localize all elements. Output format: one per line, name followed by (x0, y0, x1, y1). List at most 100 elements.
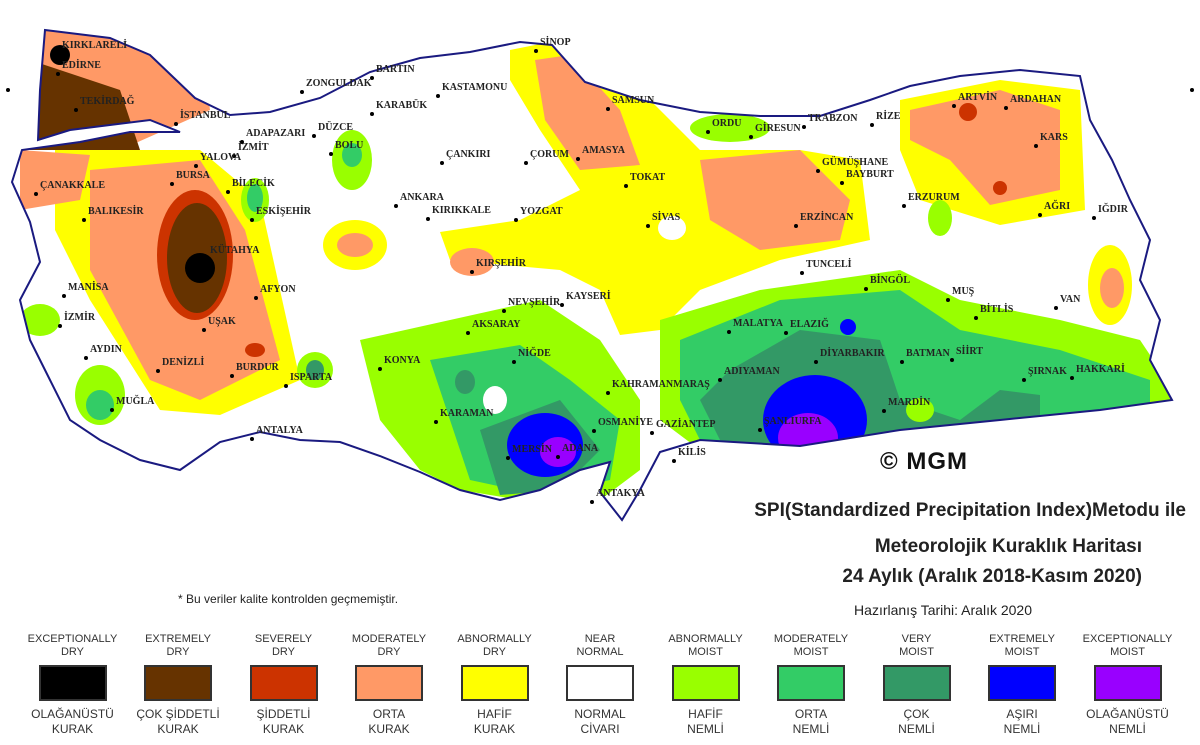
city-marker (506, 456, 510, 460)
legend-en-label: ABNORMALLY DRY (457, 633, 532, 658)
legend-en-label: MODERATELY DRY (351, 633, 427, 658)
city-label: BURDUR (236, 362, 280, 373)
city-marker (204, 257, 208, 261)
legend-item: VERY MOIST ÇOK NEMLİ (864, 633, 969, 737)
legend-swatch (671, 665, 740, 701)
city-marker (240, 140, 244, 144)
legend-swatch (777, 665, 845, 701)
city-marker (466, 331, 470, 335)
city-label: KAYSERİ (566, 290, 611, 302)
city-marker (232, 154, 236, 158)
city-label: ERZURUM (908, 192, 960, 203)
city-marker (34, 192, 38, 196)
city-marker (592, 429, 596, 433)
city-marker (650, 431, 654, 435)
legend-swatch (38, 665, 107, 701)
city-marker (1004, 106, 1008, 110)
legend-tr-label: ÇOK ŞİDDETLİ KURAK (136, 707, 220, 736)
city-marker (1054, 306, 1058, 310)
legend-swatch (460, 665, 529, 701)
city-label: ELAZIĞ (790, 317, 829, 330)
legend-item: MODERATELY MOIST ORTA NEMLİ (759, 633, 864, 737)
city-label: AMASYA (582, 145, 626, 156)
legend-en-label: EXTREMELY DRY (145, 633, 211, 658)
legend-item: EXTREMELY DRY ÇOK ŞİDDETLİ KURAK (126, 633, 231, 737)
city-label: KİLİS (678, 446, 706, 458)
city-marker (370, 112, 374, 116)
city-marker (329, 152, 333, 156)
city-label: KARABÜK (376, 98, 427, 111)
city-marker (250, 437, 254, 441)
legend-tr-label: AŞIRI NEMLİ (1003, 707, 1041, 736)
city-marker (1022, 378, 1026, 382)
city-marker (202, 328, 206, 332)
legend-tr-label: ORTA KURAK (368, 707, 410, 736)
city-marker (502, 309, 506, 313)
city-marker (56, 52, 60, 56)
city-label: ŞIRNAK (1028, 366, 1067, 377)
city-label: SİİRT (956, 345, 983, 357)
city-marker (514, 218, 518, 222)
city-label: BURSA (176, 170, 211, 181)
city-label: GÜMÜŞHANE (822, 155, 888, 168)
city-label: AFYON (260, 284, 296, 295)
city-label: GİRESUN (755, 122, 801, 134)
city-label: TOKAT (630, 172, 666, 183)
city-label: ANKARA (400, 192, 445, 203)
city-marker (1034, 144, 1038, 148)
city-marker (110, 408, 114, 412)
city-label: EDİRNE (62, 59, 101, 71)
city-marker (814, 360, 818, 364)
city-label: BİLECİK (232, 177, 275, 189)
city-label: MALATYA (733, 318, 784, 329)
legend: EXCEPTIONALLY DRY OLAĞANÜSTÜ KURAK EXTREMELY… (20, 633, 1180, 737)
city-label: BATMAN (906, 348, 950, 359)
drought-map: KIRKLARELİ EDİRNE TEKİRDAĞ İSTANBUL İZMİT ADA… (11, 29, 1173, 521)
legend-item: EXCEPTIONALLY DRY OLAĞANÜSTÜ KURAK (20, 633, 125, 737)
city-label: ANTALYA (256, 425, 304, 436)
city-marker (534, 49, 538, 53)
city-label: AKSARAY (472, 319, 521, 330)
city-label: KARS (1040, 132, 1068, 143)
city-label: AĞRI (1044, 199, 1070, 212)
legend-tr-label: OLAĞANÜSTÜ NEMLİ (1086, 707, 1169, 736)
map-title-line3: 24 Aylık (Aralık 2018-Kasım 2020) (842, 566, 1142, 587)
city-label: ARTVİN (958, 91, 998, 103)
city-label: BİTLİS (980, 303, 1014, 315)
city-labels: KIRKLARELİ EDİRNE TEKİRDAĞ İSTANBUL İZMİT ADA… (34, 36, 1129, 504)
legend-swatch (988, 665, 1056, 701)
legend-swatch (249, 665, 318, 701)
city-marker (284, 384, 288, 388)
city-label: ÇORUM (530, 149, 569, 160)
legend-tr-label: ORTA NEMLİ (792, 707, 830, 736)
city-label: ISPARTA (290, 372, 333, 383)
city-label: OSMANİYE (598, 416, 653, 428)
legend-en-label: EXCEPTIONALLY MOIST (1082, 633, 1173, 658)
city-marker (1092, 216, 1096, 220)
city-marker (436, 94, 440, 98)
city-marker (882, 409, 886, 413)
city-label: DÜZCE (318, 120, 353, 133)
legend-item: EXCEPTIONALLY MOIST OLAĞANÜSTÜ NEMLİ (1075, 633, 1180, 737)
city-marker (800, 271, 804, 275)
legend-item: ABNORMALLY DRY HAFİF KURAK (442, 633, 547, 737)
city-marker (718, 378, 722, 382)
city-marker (84, 356, 88, 360)
legend-tr-label: ŞİDDETLİ KURAK (256, 707, 311, 736)
legend-item: SEVERELY DRY ŞİDDETLİ KURAK (231, 633, 336, 737)
city-label: VAN (1060, 294, 1081, 305)
city-label: KIRKLARELİ (62, 39, 127, 51)
city-label: KASTAMONU (442, 82, 507, 93)
legend-tr-label: OLAĞANÜSTÜ KURAK (31, 707, 114, 736)
legend-item: EXTREMELY MOIST AŞIRI NEMLİ (970, 633, 1075, 737)
city-marker (802, 125, 806, 129)
city-label: TEKİRDAĞ (80, 94, 135, 107)
legend-en-label: MODERATELY MOIST (773, 633, 849, 658)
city-marker (560, 303, 564, 307)
city-marker (556, 455, 560, 459)
city-marker (230, 374, 234, 378)
city-marker (902, 204, 906, 208)
city-label: KÜTAHYA (210, 243, 260, 256)
city-label: AYDIN (90, 344, 123, 355)
city-marker (1038, 213, 1042, 217)
